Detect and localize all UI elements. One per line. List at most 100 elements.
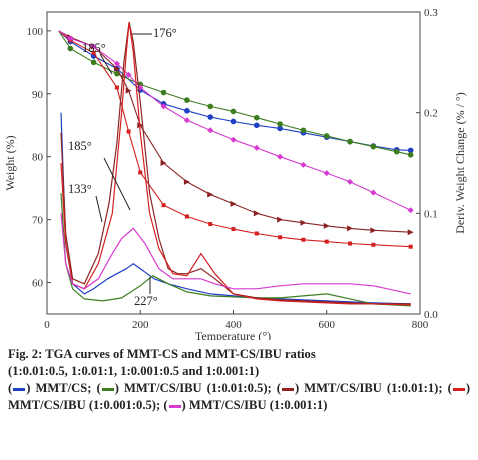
tga-point-0 <box>407 147 414 154</box>
plot-frame <box>46 11 421 315</box>
dtg-line-6 <box>60 193 411 307</box>
legend-swatch-3 <box>281 387 294 391</box>
tga-point-3 <box>91 50 96 55</box>
tga-line-0 <box>58 30 411 151</box>
x-tick-label: 600 <box>319 319 336 331</box>
series-layer <box>58 21 414 307</box>
tga-point-2 <box>160 160 167 166</box>
dtg-line-9 <box>60 213 411 295</box>
annotation-133-arrow <box>95 195 103 223</box>
tga-point-2 <box>323 222 330 229</box>
tga-point-4 <box>183 117 190 124</box>
tga-point-4 <box>253 144 260 151</box>
tga-point-0 <box>207 114 213 120</box>
y2-axis-label: Deriv. Weight Change (% / °) <box>453 92 467 233</box>
legend-entry-3: () MMT/CS/IBU (1:0.01:1); <box>276 381 443 395</box>
annotation-185-mid-arrow <box>103 157 131 211</box>
y-tick-label: 60 <box>32 278 44 290</box>
tga-point-3 <box>231 227 236 232</box>
tga-point-4 <box>277 153 284 160</box>
tga-line-2 <box>58 30 411 233</box>
legend-label-4: MMT/CS/IBU (1:0.001:0.5); <box>8 398 161 412</box>
tga-point-1 <box>347 138 353 145</box>
legend-label-2: MMT/CS/IBU (1:0.01:0.5); <box>123 381 272 395</box>
figure-caption: Fig. 2: TGA curves of MMT-CS and MMT-CS/… <box>8 346 470 414</box>
y-tick-label: 70 <box>32 215 44 227</box>
tga-point-3 <box>348 241 353 246</box>
annotation-176: 176° <box>153 26 177 40</box>
tga-point-0 <box>277 125 283 132</box>
tga-point-3 <box>301 237 306 242</box>
tga-point-4 <box>90 43 97 50</box>
tga-point-2 <box>230 200 237 207</box>
tga-point-2 <box>407 229 414 236</box>
legend-entry-1: () MMT/CS; <box>8 381 92 395</box>
tga-point-2 <box>207 191 214 198</box>
annotation-185-mid: 185° <box>68 139 92 153</box>
annotation-185-top-arrow <box>99 53 113 75</box>
tga-point-1 <box>207 103 213 110</box>
tga-point-1 <box>254 114 260 121</box>
tga-point-2 <box>253 210 260 217</box>
annotation-185-top: 185° <box>82 41 106 55</box>
legend-label-1: MMT/CS; <box>35 381 92 395</box>
tga-point-4 <box>323 170 330 177</box>
x-tick-label: 200 <box>132 319 149 331</box>
y-tick-label: 90 <box>32 89 44 101</box>
tga-point-3 <box>208 222 213 227</box>
y-tick-label: 80 <box>32 152 44 164</box>
x-tick-label: 400 <box>225 319 242 331</box>
y-axis-label: Weight (%) <box>3 135 17 190</box>
tga-point-2 <box>300 219 307 226</box>
caption-line-1: Fig. 2: TGA curves of MMT-CS and MMT-CS/… <box>8 347 316 361</box>
legend-entry-2: () MMT/CS/IBU (1:0.01:0.5); <box>96 381 272 395</box>
tga-point-1 <box>67 45 74 52</box>
caption-line-2: (1:0.01:0.5, 1:0.01:1, 1:0.001:0.5 and 1… <box>8 364 260 378</box>
tga-point-3 <box>408 244 413 249</box>
x-tick-label: 0 <box>44 319 50 331</box>
tga-point-0 <box>184 107 190 114</box>
tga-point-1 <box>393 148 400 155</box>
y2-tick-label: 0.2 <box>424 108 438 120</box>
tga-point-2 <box>277 216 284 223</box>
legend-label-3: MMT/CS/IBU (1:0.01:1); <box>304 381 443 395</box>
dtg-line-5 <box>60 112 411 305</box>
dtg-line-8 <box>60 22 411 306</box>
tga-chart: 0 200 400 600 800 60 70 80 90 100 0.0 0.1 0.2 0.3 185… <box>3 7 467 340</box>
tga-point-4 <box>125 71 132 78</box>
tga-point-3 <box>324 239 329 244</box>
tga-point-3 <box>278 235 283 240</box>
dtg-line-7 <box>60 21 411 305</box>
tga-point-3 <box>371 242 376 247</box>
tga-point-4 <box>160 103 167 110</box>
y2-tick-label: 0.0 <box>424 309 438 321</box>
legend-entry-4: () MMT/CS/IBU (1:0.001:0.5); <box>8 381 471 412</box>
tga-point-3 <box>114 85 119 90</box>
tga-point-4 <box>207 127 214 134</box>
tga-point-2 <box>137 122 144 129</box>
tga-point-1 <box>407 152 414 158</box>
tga-point-1 <box>160 89 167 96</box>
tga-point-4 <box>113 60 120 67</box>
tga-point-2 <box>183 178 190 185</box>
tga-point-4 <box>347 178 354 185</box>
tga-point-2 <box>370 227 377 234</box>
legend-label-5: MMT/CS/IBU (1:0.001:1) <box>188 398 328 412</box>
tga-point-4 <box>370 189 377 196</box>
y2-tick-label: 0.3 <box>424 7 438 19</box>
annotations: 185° 176° 185° 133° 227° <box>68 26 177 308</box>
annotation-133: 133° <box>68 182 92 196</box>
tga-point-3 <box>184 214 189 219</box>
tga-point-3 <box>254 231 259 236</box>
y2-tick-label: 0.1 <box>424 208 438 220</box>
tga-point-4 <box>407 207 414 214</box>
tga-point-1 <box>184 97 190 103</box>
tga-point-2 <box>347 225 354 232</box>
caption-legend: () MMT/CS; () MMT/CS/IBU (1:0.01:0.5); (… <box>8 380 470 414</box>
legend-swatch-1 <box>13 387 26 391</box>
tga-point-4 <box>300 161 307 168</box>
tga-point-1 <box>370 143 377 150</box>
tga-point-0 <box>254 122 260 129</box>
y-tick-label: 100 <box>27 26 44 38</box>
tga-point-2 <box>113 65 120 72</box>
